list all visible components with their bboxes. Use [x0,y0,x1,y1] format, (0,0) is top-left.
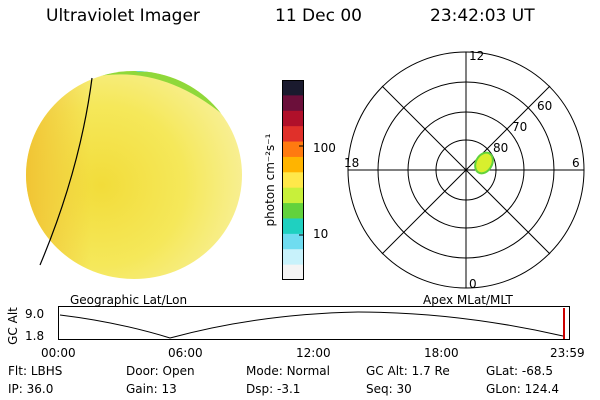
colorbar-tick-100: 100 [313,141,336,155]
image-date: 11 Dec 00 [275,6,362,26]
mlt-label-6: 6 [572,156,580,170]
colorbar-band [282,172,304,189]
info-gc-alt: GC Alt: 1.7 Re [366,364,450,378]
info-door: Door: Open [126,364,195,378]
apex-mlat-mlt-label: Apex MLat/MLT [423,293,513,307]
colorbar-frame [282,80,304,280]
earth-disk-image [26,71,242,279]
terminator-line [39,77,93,266]
colorbar-band [282,187,304,204]
geo-latlon-label: Geographic Lat/Lon [70,293,188,307]
colorbar-band [282,218,304,235]
colorbar-tick-10: 10 [313,227,329,241]
colorbar-band [282,233,304,250]
timeline-xtick-0600: 06:00 [168,346,203,360]
info-ip: IP: 36.0 [8,382,54,396]
mlt-label-0: 0 [469,277,477,291]
info-gain: Gain: 13 [126,382,177,396]
colorbar [282,80,304,280]
timeline-ylabel: GC Alt [6,307,20,345]
altitude-timeline-plot [58,306,570,340]
polar-plot: 12 18 6 0 60 70 80 [344,49,585,291]
timeline-ytick-top: 9.0 [25,307,45,321]
colorbar-unit-label: photon cm⁻²s⁻¹ [263,133,277,227]
timeline-xtick-2359: 23:59 [550,346,585,360]
colorbar-band [282,80,304,96]
colorbar-band [282,110,304,127]
info-dsp: Dsp: -3.1 [246,382,301,396]
info-seq: Seq: 30 [366,382,412,396]
colorbar-band [282,264,304,280]
image-time: 23:42:03 UT [430,6,535,26]
colorbar-band [282,95,304,112]
timeline-xtick-0000: 00:00 [41,346,76,360]
disk-left-glow [26,71,242,279]
colorbar-band [282,126,304,143]
lat-label-80: 80 [493,141,508,155]
timeline-ytick-bottom: 1.8 [25,329,45,343]
colorbar-band [282,141,304,158]
aurora-spot [474,151,494,175]
timeline-frame [58,306,570,340]
info-filter: Flt: LBHS [8,364,63,378]
info-mode: Mode: Normal [246,364,330,378]
altitude-curve [59,311,564,339]
mlt-label-18: 18 [344,156,359,170]
info-glon: GLon: 124.4 [486,382,559,396]
timeline-xtick-1200: 12:00 [296,346,331,360]
info-glat: GLat: -68.5 [486,364,553,378]
colorbar-band [282,156,304,173]
colorbar-band [282,203,304,219]
instrument-title: Ultraviolet Imager [46,6,200,26]
polar-diag-2 [381,85,551,255]
lat-label-60: 60 [537,99,552,113]
timeline-xtick-1800: 18:00 [424,346,459,360]
mlt-label-12: 12 [469,49,484,63]
lat-label-70: 70 [512,120,527,134]
colorbar-band [282,249,304,266]
